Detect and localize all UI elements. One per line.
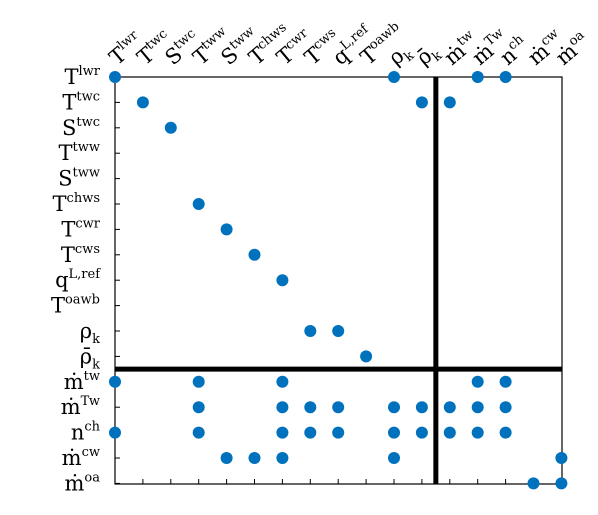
nonzero-marker bbox=[276, 426, 289, 439]
nonzero-marker bbox=[471, 426, 484, 439]
nonzero-marker bbox=[304, 325, 317, 337]
nonzero-marker bbox=[388, 71, 400, 83]
nonzero-marker bbox=[109, 71, 121, 83]
row-label-t-oawb: Toawb bbox=[51, 293, 100, 318]
nonzero-markers bbox=[109, 71, 568, 490]
nonzero-marker bbox=[332, 325, 345, 337]
nonzero-marker bbox=[471, 71, 484, 83]
row-labels: TlwrTtwcStwcTtwwStwwTchwsTcwrTcwsqL,refT… bbox=[51, 64, 101, 495]
nonzero-marker bbox=[499, 401, 512, 414]
row-label-n-ch: nch bbox=[71, 420, 101, 445]
row-label-mdot-tw: ṁtw bbox=[64, 369, 100, 394]
nonzero-marker bbox=[164, 121, 177, 134]
nonzero-marker bbox=[555, 452, 568, 464]
nonzero-marker bbox=[388, 401, 400, 414]
row-label-t-twc: Ttwc bbox=[62, 89, 100, 114]
nonzero-marker bbox=[276, 375, 289, 388]
nonzero-marker bbox=[415, 96, 428, 109]
nonzero-marker bbox=[555, 477, 568, 490]
nonzero-marker bbox=[220, 452, 233, 464]
row-label-t-cws: Tcws bbox=[61, 242, 100, 267]
nonzero-marker bbox=[332, 401, 345, 414]
nonzero-marker bbox=[360, 350, 373, 363]
nonzero-marker bbox=[109, 426, 121, 439]
nonzero-marker bbox=[109, 375, 121, 388]
nonzero-marker bbox=[471, 375, 484, 388]
row-label-mdot-cw: ṁcw bbox=[62, 445, 100, 470]
nonzero-marker bbox=[388, 426, 400, 439]
nonzero-marker bbox=[443, 401, 456, 414]
nonzero-marker bbox=[443, 426, 456, 439]
nonzero-marker bbox=[276, 274, 289, 287]
nonzero-marker bbox=[388, 452, 400, 464]
nonzero-marker bbox=[499, 426, 512, 439]
nonzero-marker bbox=[527, 477, 540, 490]
row-label-rho-k: ρk bbox=[80, 319, 100, 347]
column-label-rho-k: ρk bbox=[384, 38, 418, 73]
row-label-rhobar-k: ρ̄k bbox=[80, 344, 100, 372]
row-label-t-lwr: Tlwr bbox=[64, 64, 100, 89]
row-label-s-twc: Stwc bbox=[62, 115, 100, 140]
nonzero-marker bbox=[415, 401, 428, 414]
row-label-t-cwr: Tcwr bbox=[61, 216, 100, 241]
nonzero-marker bbox=[304, 426, 317, 439]
row-label-s-tww: Stww bbox=[58, 166, 100, 191]
row-label-t-chws: Tchws bbox=[53, 191, 100, 216]
nonzero-marker bbox=[276, 452, 289, 464]
nonzero-marker bbox=[471, 401, 484, 414]
plot-frame bbox=[114, 76, 563, 485]
nonzero-marker bbox=[192, 401, 205, 414]
nonzero-marker bbox=[499, 375, 512, 388]
nonzero-marker bbox=[192, 375, 205, 388]
nonzero-marker bbox=[443, 96, 456, 109]
nonzero-marker bbox=[276, 401, 289, 414]
row-label-t-tww: Ttww bbox=[59, 140, 101, 165]
nonzero-marker bbox=[332, 426, 345, 439]
nonzero-marker bbox=[499, 71, 512, 83]
row-label-mdot-tw: ṁTw bbox=[61, 394, 100, 419]
nonzero-marker bbox=[220, 223, 233, 236]
partition-lines bbox=[115, 77, 562, 484]
nonzero-marker bbox=[248, 452, 261, 464]
x-tick-marks bbox=[114, 479, 562, 484]
nonzero-marker bbox=[248, 248, 261, 261]
nonzero-marker bbox=[192, 426, 205, 439]
nonzero-marker bbox=[415, 426, 428, 439]
y-tick-marks bbox=[115, 76, 120, 484]
row-label-mdot-oa: ṁoa bbox=[65, 470, 101, 495]
row-label-q-l-ref: qL,ref bbox=[55, 267, 101, 292]
nonzero-marker bbox=[304, 401, 317, 414]
column-label-rhobar-k: ρ̄k bbox=[412, 38, 446, 73]
nonzero-marker bbox=[136, 96, 149, 109]
nonzero-marker bbox=[192, 198, 205, 210]
column-labels: TlwrTtwcStwcTtwwStwwTchwsTcwrTcwsqL,refT… bbox=[105, 19, 588, 73]
